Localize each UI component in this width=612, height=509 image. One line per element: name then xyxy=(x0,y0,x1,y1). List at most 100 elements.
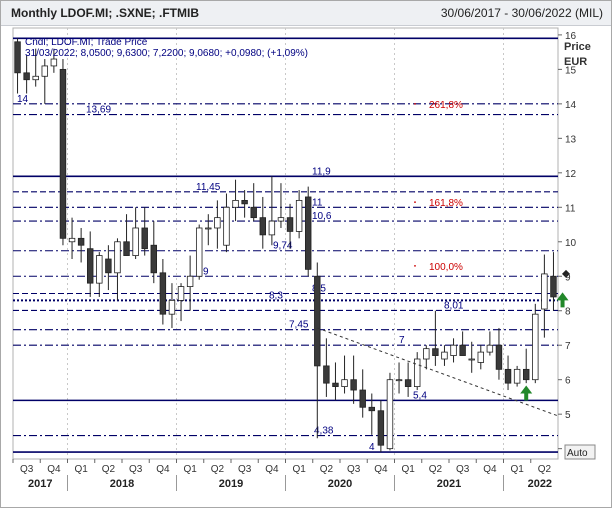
candle-body xyxy=(186,275,194,288)
level-label: 9 xyxy=(203,266,209,277)
candle-body xyxy=(522,368,530,381)
candle-body xyxy=(114,241,121,274)
trendline xyxy=(317,327,559,417)
candle-body xyxy=(304,196,312,270)
candle-body xyxy=(350,379,357,391)
year-label: 2020 xyxy=(328,478,352,490)
candle-body xyxy=(404,379,412,387)
overlays xyxy=(317,269,570,417)
horizontal-levels: 1413,6911,911,451110,69,7498,58,38,017,4… xyxy=(13,37,558,453)
candles xyxy=(14,38,557,453)
year-label: 2018 xyxy=(110,478,134,490)
y-tick-label: 13 xyxy=(565,134,577,145)
y-tick-label: 9 xyxy=(565,272,571,283)
candle-body xyxy=(413,358,421,387)
candle-body xyxy=(195,227,203,277)
candle-body xyxy=(504,368,512,384)
y-tick-label: 6 xyxy=(565,376,571,387)
x-tick-label: Q2 xyxy=(211,464,225,475)
candle-body xyxy=(105,258,112,274)
chart-title: Monthly LDOF.MI; .SXNE; .FTMIB xyxy=(11,6,199,20)
level-label: 10,6 xyxy=(312,211,332,222)
candle-body xyxy=(486,344,494,353)
x-tick-label: Q4 xyxy=(47,464,61,475)
candle-body xyxy=(241,199,248,205)
fib-label: 261,8% xyxy=(429,100,463,111)
candle-body xyxy=(295,199,303,232)
x-tick-label: Q1 xyxy=(292,464,306,475)
level-label: 7 xyxy=(399,335,405,346)
candle-body xyxy=(123,241,130,256)
y-tick-label: 7 xyxy=(565,341,571,352)
auto-scale-label: Auto xyxy=(567,448,588,459)
candle-body xyxy=(332,382,339,387)
y-tick-label: 11 xyxy=(565,203,576,214)
up-arrow-icon xyxy=(520,385,533,401)
candle-body xyxy=(532,313,539,381)
legend-line-2: 31/03/2022; 8,0500; 9,6300; 7,2200; 9,06… xyxy=(25,48,308,59)
candle-body xyxy=(141,227,148,250)
candle-body xyxy=(441,351,448,360)
y-tick-label: 5 xyxy=(565,410,571,421)
candle-body xyxy=(341,379,348,387)
candle-body xyxy=(395,379,403,382)
candle-body xyxy=(77,237,85,246)
level-label: 11 xyxy=(312,197,323,208)
candle-body xyxy=(468,358,475,361)
candle-body xyxy=(314,275,321,367)
candle-body xyxy=(259,217,267,236)
y-tick-label: 16 xyxy=(565,31,577,42)
candle-body xyxy=(23,72,30,81)
title-bar: Monthly LDOF.MI; .SXNE; .FTMIB 30/06/201… xyxy=(1,1,611,26)
x-tick-label: Q4 xyxy=(265,464,279,475)
fib-dot xyxy=(414,201,416,204)
candle-body xyxy=(323,365,330,384)
fib-label: 100,0% xyxy=(429,262,463,273)
level-label: 4,38 xyxy=(314,426,334,437)
fib-dot xyxy=(414,265,416,267)
level-label: 8,01 xyxy=(444,300,464,311)
candle-body xyxy=(423,348,430,360)
candle-body xyxy=(459,344,466,356)
up-arrow-icon xyxy=(556,292,569,308)
level-label: 11,45 xyxy=(196,182,221,193)
year-label: 2022 xyxy=(528,478,552,490)
x-tick-label: Q3 xyxy=(129,464,143,475)
date-range: 30/06/2017 - 30/06/2022 (MIL) xyxy=(440,6,603,20)
fib-dot xyxy=(414,102,416,105)
year-label: 2019 xyxy=(219,478,243,490)
candle-body xyxy=(214,217,221,229)
legend-line-1: Cndl; LDOF.MI; Trade Price xyxy=(25,37,148,48)
y-tick-label: 10 xyxy=(565,238,577,249)
y-tick-label: 15 xyxy=(565,65,577,76)
level-label: 4 xyxy=(369,442,375,453)
price-axis-label: Price xyxy=(564,41,591,53)
y-tick-label: 8 xyxy=(565,307,571,318)
candle-body xyxy=(450,344,457,356)
level-label: 11,9 xyxy=(312,166,331,177)
x-tick-label: Q2 xyxy=(538,464,552,475)
candle-body xyxy=(32,75,39,81)
candle-body xyxy=(41,65,49,77)
candle-body xyxy=(513,368,521,384)
x-tick-label: Q1 xyxy=(74,464,88,475)
candle-body xyxy=(250,206,257,219)
fib-label: 161,8% xyxy=(429,198,463,209)
candle-body xyxy=(132,227,139,256)
candle-body xyxy=(550,275,557,298)
level-label: 5,4 xyxy=(413,390,427,401)
candle-body xyxy=(377,410,385,446)
candle-body xyxy=(205,227,212,230)
auto-scale-button[interactable] xyxy=(564,444,596,460)
candle-body xyxy=(86,248,94,284)
candle-body xyxy=(477,351,485,363)
candle-body xyxy=(541,273,548,310)
candle-body xyxy=(159,272,167,315)
y-tick-label: 14 xyxy=(565,100,577,111)
candle-body xyxy=(177,286,185,301)
level-label: 9,74 xyxy=(273,241,293,252)
candle-body xyxy=(268,220,276,236)
candle-body xyxy=(68,237,76,243)
